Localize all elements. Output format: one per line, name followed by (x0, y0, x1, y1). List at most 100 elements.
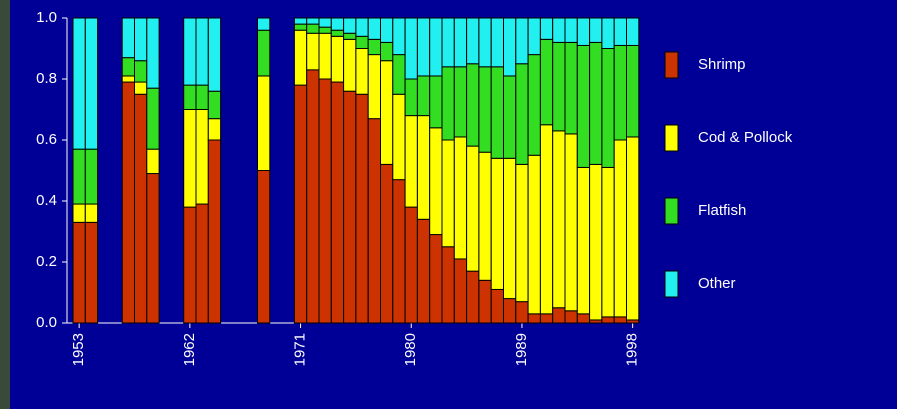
bar-segment (367, 38, 382, 56)
bar-segment (343, 38, 357, 92)
bar-segment (380, 163, 394, 324)
x-tick-label: 1962 (181, 333, 198, 366)
bar-segment (207, 90, 222, 120)
bar-segment (330, 81, 345, 324)
bar-segment (183, 206, 197, 324)
bar-segment (601, 316, 615, 324)
bar-segment (293, 29, 308, 86)
bar-segment (183, 109, 197, 208)
bar-segment (257, 170, 271, 324)
bar-segment (527, 54, 541, 156)
bar-segment (392, 179, 406, 324)
bar-segment (404, 17, 418, 80)
legend-swatch (664, 51, 679, 79)
bar-segment (613, 316, 628, 324)
bar-segment (490, 66, 505, 159)
bar-segment (466, 17, 480, 65)
bar-segment (441, 66, 455, 141)
bar-segment (564, 133, 578, 312)
bar-segment (257, 17, 271, 31)
bar-segment (330, 17, 345, 31)
bar-segment (503, 157, 517, 300)
bar-segment (441, 246, 455, 324)
bar-segment (306, 32, 320, 71)
bar-segment (121, 17, 135, 59)
bar-segment (72, 203, 86, 223)
bar-segment (503, 17, 517, 77)
bar-segment (146, 148, 160, 175)
bar-segment (626, 44, 640, 138)
bar-segment (293, 17, 308, 25)
bar-segment (453, 136, 468, 260)
bar-segment (478, 66, 492, 153)
bar-segment (257, 29, 271, 77)
bar-segment (515, 17, 529, 65)
legend-label: Shrimp (698, 56, 746, 73)
bar-segment (478, 17, 492, 68)
bar-segment (527, 313, 541, 324)
bar-segment (478, 279, 492, 324)
bar-segment (601, 48, 615, 168)
bar-segment (404, 115, 418, 208)
bar-segment (84, 17, 99, 150)
bar-segment (121, 57, 135, 77)
y-tick-label: 1.0 (36, 9, 57, 26)
x-tick-label: 1980 (402, 333, 419, 366)
bar-segment (355, 48, 369, 95)
bar-segment (146, 173, 160, 324)
bar-segment (195, 109, 209, 205)
bar-segment (343, 32, 357, 40)
bar-segment (576, 44, 591, 168)
bar-segment (343, 17, 357, 34)
bar-segment (195, 203, 209, 324)
x-tick-label: 1989 (513, 333, 530, 366)
bar-segment (539, 17, 554, 40)
bar-segment (207, 139, 222, 324)
bar-segment (195, 84, 209, 110)
bar-segment (601, 166, 615, 318)
bar-segment (552, 307, 566, 324)
bar-segment (564, 310, 578, 324)
bar-segment (367, 118, 382, 324)
bar-segment (183, 84, 197, 110)
bar-segment (134, 81, 148, 95)
bar-segment (552, 41, 566, 132)
bar-segment (183, 17, 197, 86)
bar-segment (134, 93, 148, 324)
bar-segment (453, 66, 468, 138)
bar-segment (72, 221, 86, 324)
bar-segment (453, 258, 468, 324)
bar-segment (515, 301, 529, 324)
bar-segment (429, 17, 443, 77)
bar-segment (503, 75, 517, 159)
bar-segment (416, 75, 431, 117)
bar-segment (429, 127, 443, 236)
bar-segment (589, 163, 603, 321)
bar-segment (392, 93, 406, 181)
bar-segment (527, 17, 541, 56)
bar-segment (429, 75, 443, 129)
bar-segment (490, 288, 505, 324)
x-tick-label: 1998 (624, 333, 641, 366)
bar-segment (84, 203, 99, 223)
bar-segment (355, 93, 369, 324)
bar-segment (441, 139, 455, 248)
legend-label: Other (698, 275, 736, 292)
bar-segment (318, 17, 332, 28)
bar-segment (306, 23, 320, 34)
bar-segment (466, 270, 480, 324)
bar-segment (539, 124, 554, 315)
bar-segment (490, 17, 505, 68)
bar-segment (121, 81, 135, 324)
bar-segment (306, 17, 320, 25)
bar-segment (330, 35, 345, 83)
bar-segment (72, 148, 86, 205)
bar-segment (257, 75, 271, 171)
bar-segment (416, 218, 431, 324)
bar-segment (416, 115, 431, 220)
bar-segment (392, 17, 406, 56)
bar-segment (367, 17, 382, 40)
bar-segment (355, 17, 369, 37)
